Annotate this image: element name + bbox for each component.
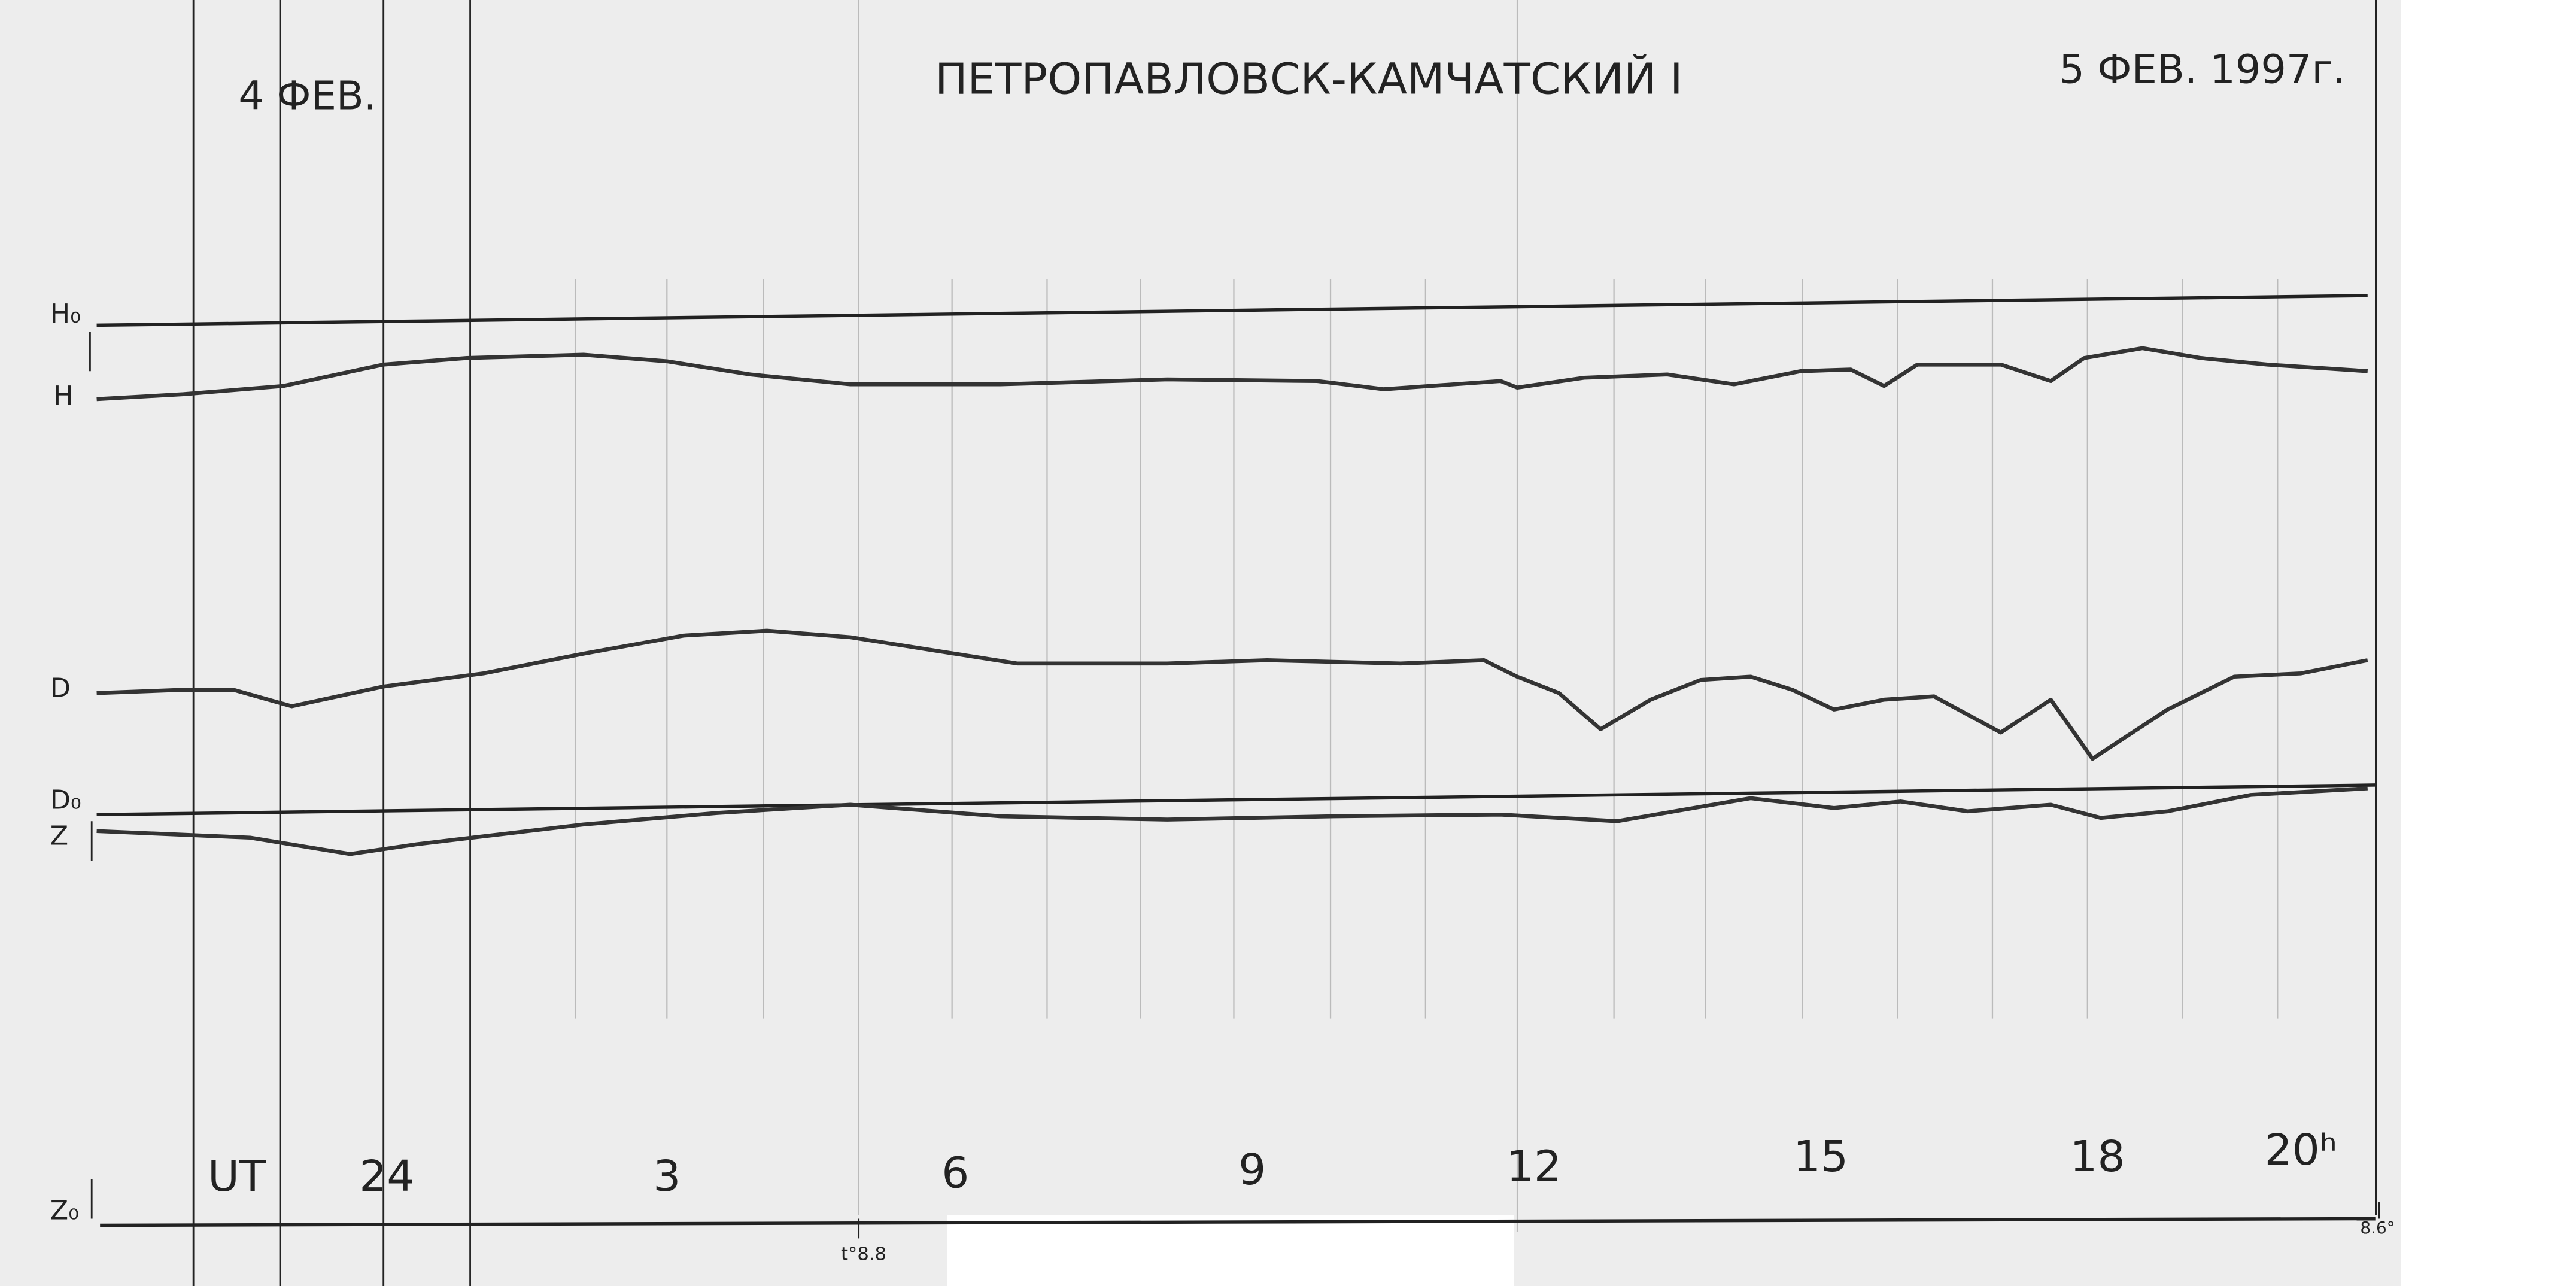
arrows: [89, 332, 2380, 1239]
paper: [0, 0, 2401, 1286]
z-trace: [96, 786, 2368, 856]
trace-label: H: [53, 381, 74, 411]
d-trace: [96, 628, 2368, 761]
hour-lines: [574, 0, 2279, 1232]
time-unit: UT: [208, 1151, 266, 1200]
trace-label: H₀: [50, 299, 81, 329]
temperature-note: t°8.8: [841, 1244, 886, 1264]
station-title: ПЕТРОПАВЛОВСК-КАМЧАТСКИЙ I: [935, 54, 1682, 104]
hour-label: 9: [1238, 1145, 1266, 1194]
paper-gap: [947, 1215, 1514, 1286]
hour-label: 20ʰ: [2265, 1125, 2337, 1175]
frame-lines: [192, 0, 2377, 1286]
hour-label: 3: [653, 1151, 681, 1200]
hour-label: 12: [1506, 1141, 1562, 1191]
trace-label: Z₀: [50, 1196, 79, 1226]
z0-baseline: [100, 1217, 2376, 1227]
h0-baseline: [96, 294, 2368, 327]
temperature-note: 8.6°: [2360, 1218, 2395, 1238]
hour-label: 18: [2070, 1132, 2125, 1181]
h-trace: [96, 346, 2368, 402]
right-date: 5 ФЕВ. 1997г.: [2059, 46, 2345, 92]
left-date: 4 ФЕВ.: [238, 72, 376, 118]
trace-label: D₀: [50, 785, 81, 816]
hour-label: 6: [941, 1148, 969, 1197]
hour-label: 15: [1793, 1132, 1848, 1181]
trace-label: D: [50, 673, 71, 704]
hour-label: 24: [359, 1151, 414, 1200]
d0-baseline: [96, 783, 2376, 817]
trace-label: Z: [50, 821, 69, 852]
